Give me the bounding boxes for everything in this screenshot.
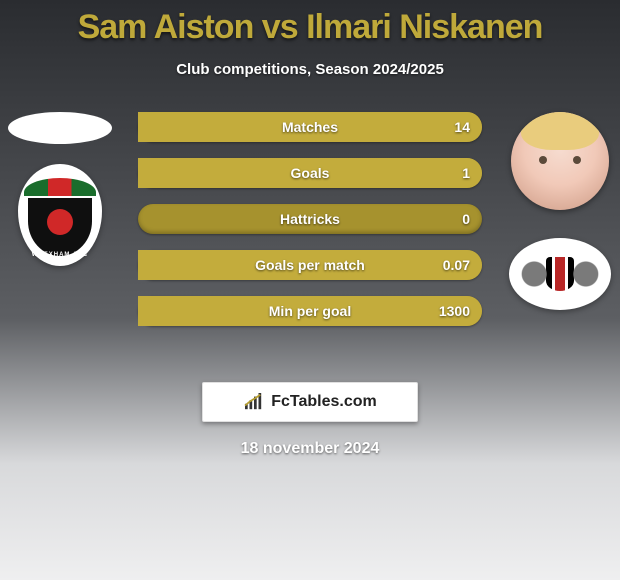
player2-avatar [511, 112, 609, 210]
player1-club-crest: WREXHAM AFC [18, 164, 102, 266]
source-badge: FcTables.com [202, 382, 418, 422]
player1-column: WREXHAM AFC [0, 112, 120, 266]
subtitle: Club competitions, Season 2024/2025 [0, 61, 620, 78]
source-text: FcTables.com [271, 393, 377, 411]
player1-avatar-placeholder [8, 112, 112, 144]
comparison-section: WREXHAM AFC Matches14 Goals1 Hattricks0 Goa… [0, 112, 620, 352]
player2-name: Ilmari Niskanen [306, 8, 542, 46]
page-title: Sam Aiston vs Ilmari Niskanen [0, 0, 620, 47]
vs-label: vs [262, 8, 298, 46]
player2-column [500, 112, 620, 310]
stat-label: Matches [138, 112, 482, 142]
stat-label: Hattricks [138, 204, 482, 234]
player1-name: Sam Aiston [78, 8, 254, 46]
stat-value-right: 1 [450, 158, 482, 188]
stat-value-right: 1300 [427, 296, 482, 326]
stat-pill-goals-per-match: Goals per match0.07 [138, 250, 482, 280]
stat-value-right: 14 [442, 112, 482, 142]
stat-pill-min-per-goal: Min per goal1300 [138, 296, 482, 326]
date-label: 18 november 2024 [0, 440, 620, 458]
stat-label: Goals [138, 158, 482, 188]
chart-icon [243, 393, 265, 411]
stat-pill-matches: Matches14 [138, 112, 482, 142]
stat-pill-hattricks: Hattricks0 [138, 204, 482, 234]
stats-list: Matches14 Goals1 Hattricks0 Goals per match… [138, 112, 482, 326]
stat-value-right: 0.07 [431, 250, 482, 280]
stat-pill-goals: Goals1 [138, 158, 482, 188]
player2-club-crest [509, 238, 611, 310]
stat-value-right: 0 [450, 204, 482, 234]
